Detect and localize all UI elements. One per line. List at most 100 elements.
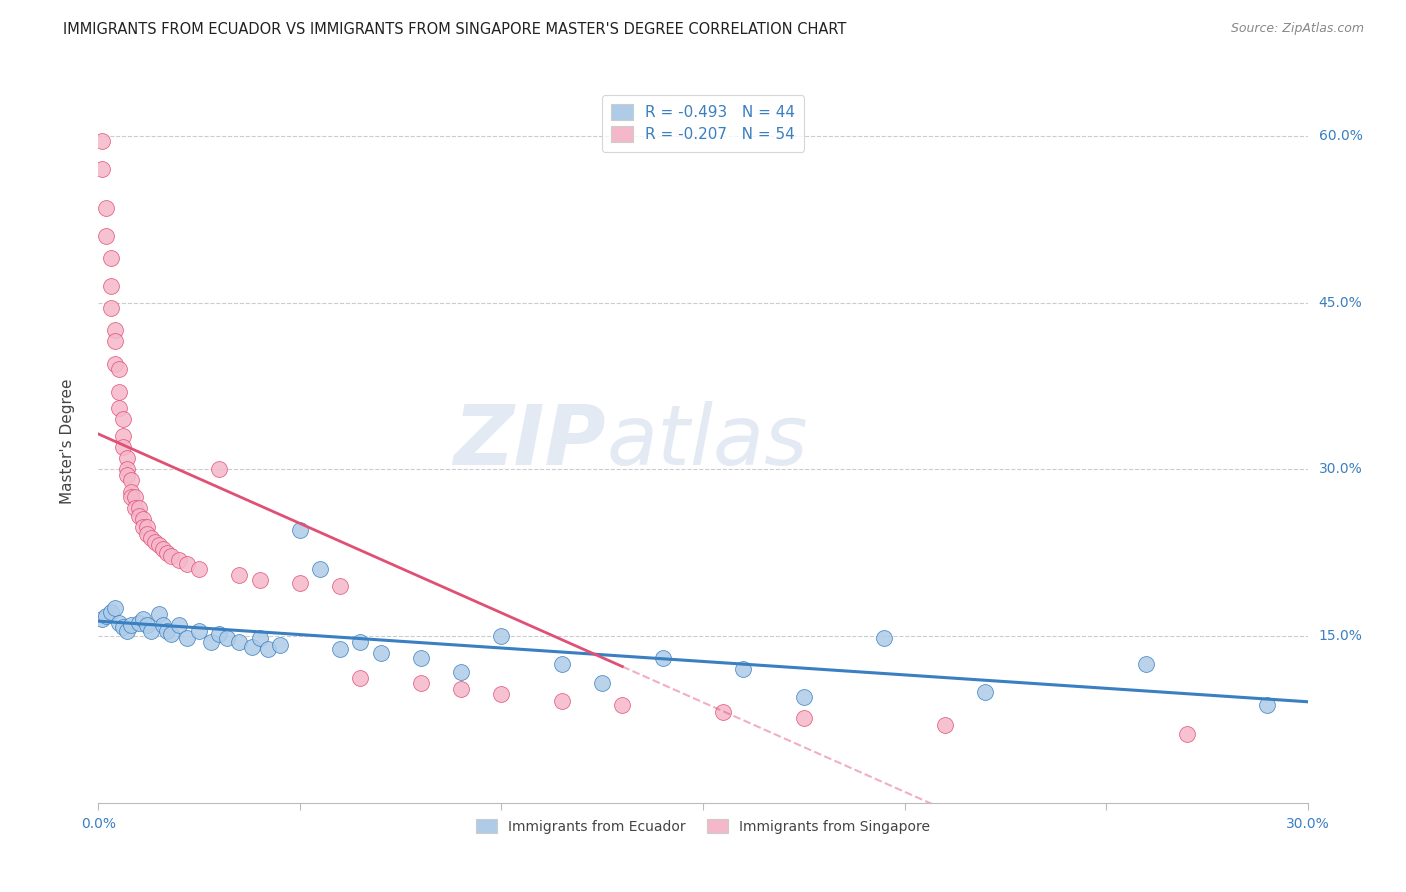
Point (107, 362, 129, 376)
Point (450, 682, 472, 697)
Point (934, 718, 956, 732)
Point (139, 624, 162, 638)
Point (128, 615, 150, 630)
Point (120, 490, 142, 504)
Point (107, 384, 129, 399)
Point (288, 524, 311, 538)
Point (148, 538, 170, 552)
Point (228, 568, 250, 582)
Point (733, 662, 755, 676)
Point (370, 646, 392, 660)
Text: 30.0%: 30.0% (1319, 462, 1362, 476)
Text: 45.0%: 45.0% (1319, 295, 1362, 310)
Point (217, 632, 239, 646)
Point (176, 632, 198, 646)
Point (100, 251, 122, 265)
Text: 60.0%: 60.0% (1319, 128, 1362, 143)
Point (288, 575, 311, 590)
Point (91, 162, 114, 177)
Point (256, 642, 278, 657)
Point (974, 684, 997, 698)
Point (591, 675, 613, 690)
Point (160, 627, 183, 641)
Legend: Immigrants from Ecuador, Immigrants from Singapore: Immigrants from Ecuador, Immigrants from… (471, 814, 935, 839)
Point (793, 690, 815, 705)
Point (128, 508, 150, 523)
Point (269, 638, 291, 652)
Point (115, 462, 138, 476)
Point (228, 634, 250, 648)
Point (139, 531, 162, 545)
Point (135, 618, 157, 632)
Text: atlas: atlas (606, 401, 808, 482)
Point (96, 609, 118, 624)
Point (115, 451, 138, 466)
Point (103, 334, 125, 349)
Point (96, 201, 118, 215)
Point (132, 512, 155, 526)
Point (107, 401, 129, 416)
Point (176, 557, 198, 571)
Point (208, 462, 231, 476)
Point (551, 693, 574, 707)
Point (450, 665, 472, 679)
Point (349, 671, 371, 685)
Point (612, 698, 634, 712)
Point (152, 542, 174, 557)
Point (167, 553, 190, 567)
Point (160, 549, 183, 563)
Point (873, 632, 896, 646)
Y-axis label: Master's Degree: Master's Degree (60, 379, 75, 504)
Point (124, 501, 146, 516)
Point (111, 412, 134, 426)
Point (188, 624, 211, 638)
Point (167, 618, 190, 632)
Point (120, 484, 142, 499)
Point (132, 520, 155, 534)
Point (711, 705, 734, 719)
Point (120, 618, 142, 632)
Point (491, 629, 513, 643)
Point (135, 526, 157, 541)
Point (132, 612, 155, 626)
Point (111, 440, 134, 454)
Point (100, 279, 122, 293)
Point (115, 624, 138, 638)
Point (156, 624, 179, 638)
Text: 15.0%: 15.0% (1319, 629, 1362, 643)
Point (240, 640, 263, 655)
Point (1135, 657, 1157, 671)
Point (329, 642, 352, 657)
Point (100, 301, 122, 315)
Point (124, 490, 146, 504)
Point (200, 634, 222, 648)
Point (135, 520, 157, 534)
Point (91, 612, 114, 626)
Point (96, 228, 118, 243)
Point (103, 357, 125, 371)
Text: ZIP: ZIP (454, 401, 606, 482)
Point (491, 687, 513, 701)
Point (148, 607, 170, 621)
Point (409, 651, 432, 665)
Point (156, 546, 179, 560)
Point (91, 135, 114, 149)
Point (551, 657, 574, 671)
Point (115, 467, 138, 482)
Point (409, 675, 432, 690)
Point (349, 634, 371, 648)
Text: IMMIGRANTS FROM ECUADOR VS IMMIGRANTS FROM SINGAPORE MASTER'S DEGREE CORRELATION: IMMIGRANTS FROM ECUADOR VS IMMIGRANTS FR… (63, 22, 846, 37)
Point (793, 711, 815, 725)
Point (208, 627, 231, 641)
Point (107, 615, 129, 630)
Point (1175, 727, 1198, 741)
Text: Source: ZipAtlas.com: Source: ZipAtlas.com (1230, 22, 1364, 36)
Point (120, 474, 142, 488)
Point (249, 632, 271, 646)
Point (329, 579, 352, 593)
Point (152, 618, 174, 632)
Point (100, 605, 122, 619)
Point (1256, 698, 1278, 712)
Point (111, 429, 134, 443)
Point (103, 323, 125, 337)
